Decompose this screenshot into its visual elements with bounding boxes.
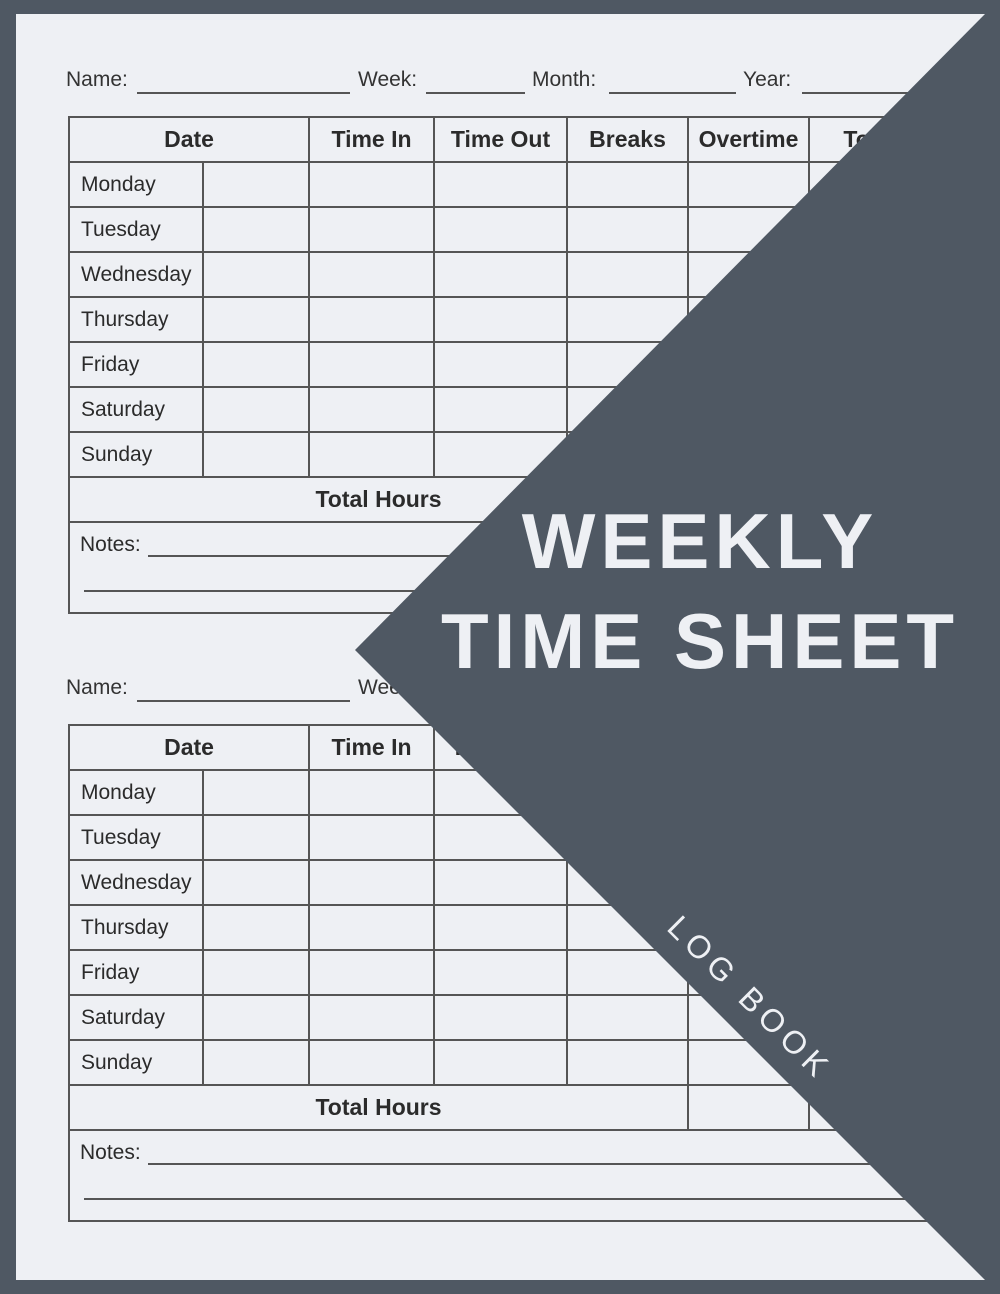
cell[interactable] [308,431,436,478]
cell[interactable] [201,814,311,861]
day-label: Monday [68,161,204,208]
cell[interactable] [308,341,436,388]
year-label: Year: [743,68,792,91]
notes-row: Notes: [67,1129,933,1222]
cell[interactable] [201,251,311,298]
col-header: Date [67,116,311,163]
year-field[interactable] [802,92,912,94]
cell[interactable] [566,206,690,253]
notes-label: Notes: [80,533,141,556]
cell[interactable] [433,386,569,433]
cell[interactable] [201,206,311,253]
week-label: Week: [358,68,418,91]
cell[interactable] [201,161,311,208]
cell[interactable] [201,1039,311,1086]
day-label: Wednesday [68,859,204,906]
cell[interactable] [433,904,569,951]
day-label: Monday [68,769,204,816]
cell[interactable] [433,994,569,1041]
cell[interactable] [433,949,569,996]
name-label: Name: [66,676,128,699]
cell[interactable] [308,161,436,208]
notes-line[interactable] [84,1198,914,1200]
notes-line[interactable] [148,1163,914,1165]
cell[interactable] [308,251,436,298]
cell[interactable] [433,859,569,906]
cell[interactable] [308,994,436,1041]
day-label: Friday [68,341,204,388]
total-cell: Total Hours [67,1084,690,1131]
month-label: Month: [532,68,597,91]
cell[interactable] [687,161,811,208]
name-field[interactable] [137,700,350,702]
day-label: Tuesday [68,814,204,861]
day-label: Saturday [68,386,204,433]
day-label: Sunday [68,431,204,478]
day-label: Tuesday [68,206,204,253]
day-label: Thursday [68,904,204,951]
cell[interactable] [201,904,311,951]
triangle-shape [355,14,1000,1280]
name-field[interactable] [137,92,350,94]
cell[interactable] [433,296,569,343]
cell[interactable] [308,859,436,906]
col-header: Time Out [433,116,569,163]
cell[interactable] [308,1039,436,1086]
cell[interactable] [308,296,436,343]
title-line-1: WEEKLY [521,497,879,585]
cell[interactable] [566,994,690,1041]
total-label: Total Hours [315,1094,442,1120]
cell[interactable] [308,949,436,996]
title-line-2: TIME SHEET [440,597,960,685]
week-field[interactable] [426,92,525,94]
cell[interactable] [308,814,436,861]
cell[interactable] [566,161,690,208]
col-header: Time In [308,724,436,771]
cell[interactable] [433,1039,569,1086]
col-header: Overtime [687,116,811,163]
day-label: Thursday [68,296,204,343]
cell[interactable] [308,904,436,951]
col-header: Time In [308,116,436,163]
total-overtime[interactable] [687,1084,811,1131]
day-label: Wednesday [68,251,204,298]
day-label: Friday [68,949,204,996]
day-label: Saturday [68,994,204,1041]
cell[interactable] [308,206,436,253]
cell[interactable] [201,296,311,343]
col-header: Date [67,724,311,771]
notes-label: Notes: [80,1141,141,1164]
cell[interactable] [201,769,311,816]
cell[interactable] [201,341,311,388]
cell[interactable] [566,1039,690,1086]
cell[interactable] [566,251,690,298]
total-label: Total Hours [315,486,442,512]
name-label: Name: [66,68,128,91]
cell[interactable] [433,161,569,208]
cell[interactable] [201,386,311,433]
cell[interactable] [433,206,569,253]
cell[interactable] [308,769,436,816]
cell[interactable] [201,949,311,996]
cell[interactable] [433,341,569,388]
cell[interactable] [201,431,311,478]
month-field[interactable] [609,92,736,94]
cell[interactable] [201,994,311,1041]
cell[interactable] [308,386,436,433]
day-label: Sunday [68,1039,204,1086]
cell[interactable] [433,251,569,298]
col-header: Breaks [566,116,690,163]
cell[interactable] [201,859,311,906]
table-row: Tuesday [68,206,933,253]
